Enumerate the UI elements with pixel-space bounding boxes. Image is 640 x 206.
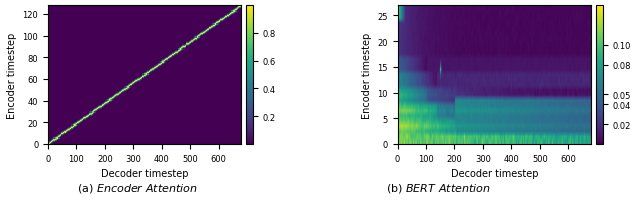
X-axis label: Decoder timestep: Decoder timestep — [451, 168, 538, 178]
Text: (b) $\it{BERT\ Attention}$: (b) $\it{BERT\ Attention}$ — [386, 181, 491, 194]
Y-axis label: Encoder timestep: Encoder timestep — [7, 32, 17, 118]
X-axis label: Decoder timestep: Decoder timestep — [101, 168, 188, 178]
Y-axis label: Encoder timestep: Encoder timestep — [362, 32, 372, 118]
Text: (a) $\it{Encoder\ Attention}$: (a) $\it{Encoder\ Attention}$ — [77, 181, 198, 194]
